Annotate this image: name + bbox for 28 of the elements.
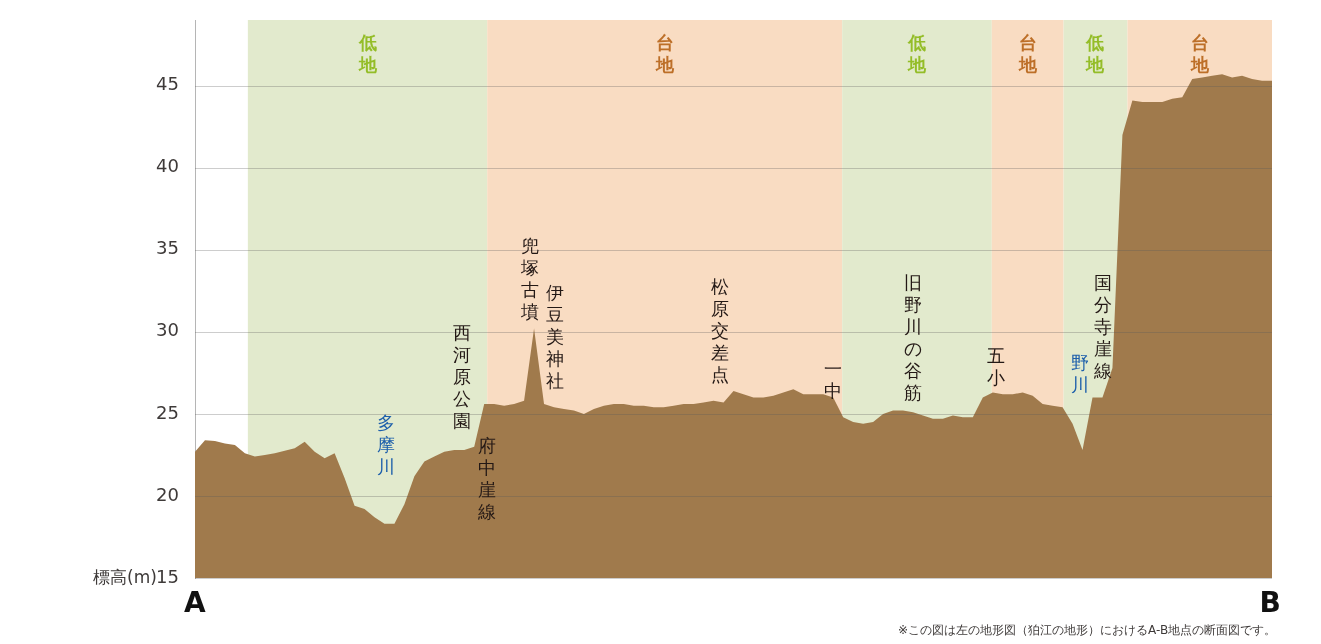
annotation: 府中崖線 <box>477 435 497 523</box>
annotation: 低地 <box>906 32 927 76</box>
annotation: 西河原公園 <box>452 322 472 432</box>
y-tick-label: 25 <box>156 401 179 423</box>
y-tick-label: 40 <box>156 155 179 177</box>
text: ※この図は左の地形図（狛江の地形）におけるA-B地点の断面図です。 <box>898 622 1277 639</box>
annotation: 松原交差点 <box>710 276 730 386</box>
annotation: 一中 <box>823 358 843 402</box>
y-tick-label: 35 <box>156 237 179 259</box>
annotation: 台地 <box>654 32 675 76</box>
annotation: 五小 <box>986 345 1006 389</box>
annotation: 野川 <box>1070 352 1090 396</box>
annotation: 多摩川 <box>376 412 396 478</box>
annotation: 台地 <box>1017 32 1038 76</box>
y-axis-title: 標高(m) <box>93 565 157 589</box>
y-tick-label: 15 <box>156 565 179 587</box>
y-tick-label: 20 <box>156 483 179 505</box>
annotation: 伊豆美神社 <box>545 282 565 392</box>
y-tick-label: 45 <box>156 73 179 95</box>
text: A <box>184 586 206 619</box>
annotation: 国分寺崖線 <box>1093 272 1113 382</box>
annotation: 低地 <box>1085 32 1106 76</box>
annotation: 旧野川の谷筋 <box>903 272 923 404</box>
annotation: 兜塚古墳 <box>520 235 540 323</box>
annotation: 台地 <box>1189 32 1210 76</box>
y-tick-label: 30 <box>156 319 179 341</box>
annotation: 低地 <box>357 32 378 76</box>
text: B <box>1259 586 1281 619</box>
